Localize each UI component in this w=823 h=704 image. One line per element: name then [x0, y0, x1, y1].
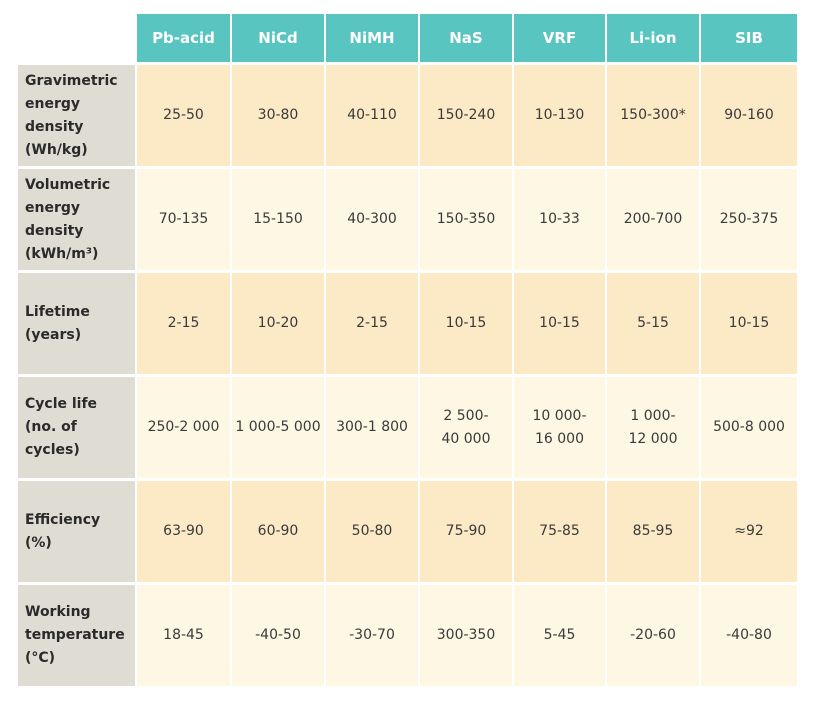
- table-cell: 10-15: [514, 273, 605, 374]
- table-cell: -30-70: [326, 585, 418, 686]
- row-label: Cycle life (no. of cycles): [18, 377, 135, 478]
- table-cell: 40-300: [326, 169, 418, 270]
- table-cell: -40-80: [701, 585, 797, 686]
- table-cell: -40-50: [232, 585, 324, 686]
- table-cell: 1 000- 12 000: [607, 377, 699, 478]
- table-cell: 25-50: [137, 65, 230, 166]
- table-cell: 5-45: [514, 585, 605, 686]
- table-cell: 1 000-5 000: [232, 377, 324, 478]
- table-cell: 15-150: [232, 169, 324, 270]
- table-cell: 70-135: [137, 169, 230, 270]
- column-header: NiCd: [232, 14, 324, 62]
- row-label: Gravimetric energy density (Wh/kg): [18, 65, 135, 166]
- table-cell: 75-85: [514, 481, 605, 582]
- table-cell: 150-350: [420, 169, 512, 270]
- comparison-table: Pb-acid NiCd NiMH NaS VRF Li-ion SIB Gravimetri…: [18, 14, 797, 686]
- table-cell: -20-60: [607, 585, 699, 686]
- row-label: Efficiency (%): [18, 481, 135, 582]
- table-cell: 40-110: [326, 65, 418, 166]
- table-cell: 10-15: [701, 273, 797, 374]
- column-header: VRF: [514, 14, 605, 62]
- table-cell: 30-80: [232, 65, 324, 166]
- table-cell: 85-95: [607, 481, 699, 582]
- corner-cell: [18, 14, 135, 62]
- table-cell: 150-240: [420, 65, 512, 166]
- table-cell: ≈92: [701, 481, 797, 582]
- table-cell: 18-45: [137, 585, 230, 686]
- table-cell: 2 500- 40 000: [420, 377, 512, 478]
- table-cell: 10-15: [420, 273, 512, 374]
- table-cell: 2-15: [137, 273, 230, 374]
- table-cell: 75-90: [420, 481, 512, 582]
- table-cell: 2-15: [326, 273, 418, 374]
- table-cell: 250-2 000: [137, 377, 230, 478]
- table-cell: 50-80: [326, 481, 418, 582]
- table-cell: 500-8 000: [701, 377, 797, 478]
- table-cell: 60-90: [232, 481, 324, 582]
- table-cell: 10-20: [232, 273, 324, 374]
- row-label: Working temperature (°C): [18, 585, 135, 686]
- table-cell: 10-130: [514, 65, 605, 166]
- column-header: SIB: [701, 14, 797, 62]
- table-cell: 10-33: [514, 169, 605, 270]
- column-header: NaS: [420, 14, 512, 62]
- table-cell: 300-350: [420, 585, 512, 686]
- table-cell: 150-300*: [607, 65, 699, 166]
- table-cell: 250-375: [701, 169, 797, 270]
- table-cell: 10 000- 16 000: [514, 377, 605, 478]
- row-label: Lifetime (years): [18, 273, 135, 374]
- table-cell: 5-15: [607, 273, 699, 374]
- column-header: Li-ion: [607, 14, 699, 62]
- column-header: NiMH: [326, 14, 418, 62]
- table-cell: 300-1 800: [326, 377, 418, 478]
- row-label: Volumetric energy density (kWh/m³): [18, 169, 135, 270]
- table-cell: 90-160: [701, 65, 797, 166]
- column-header: Pb-acid: [137, 14, 230, 62]
- table-cell: 200-700: [607, 169, 699, 270]
- table-cell: 63-90: [137, 481, 230, 582]
